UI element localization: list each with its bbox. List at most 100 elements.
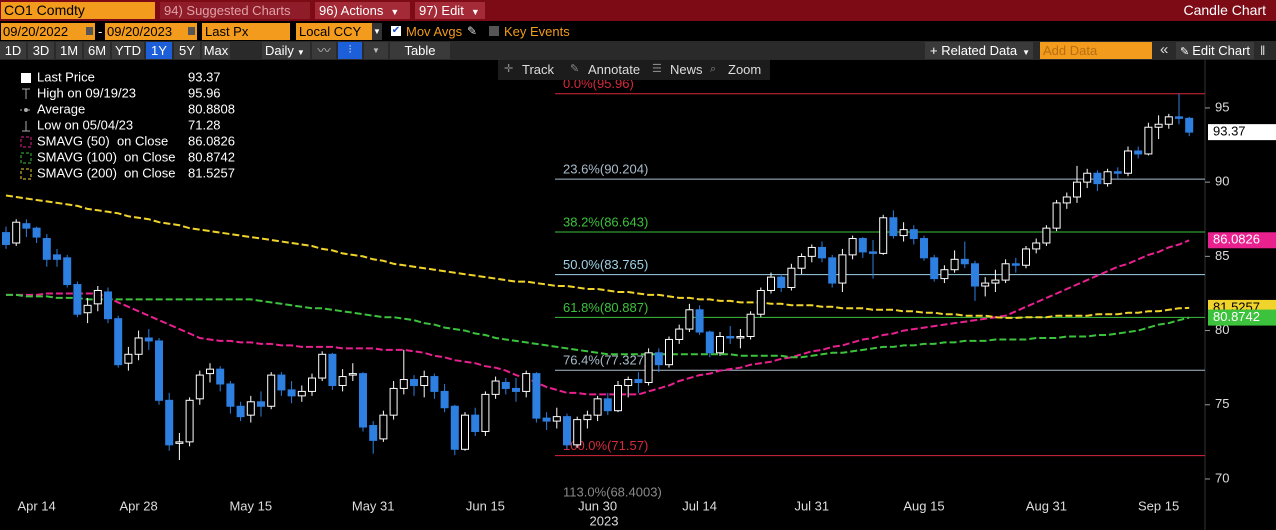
currency-select[interactable]: Local CCY ▼ [296, 23, 382, 40]
candle-body [1001, 263, 1010, 281]
actions-menu[interactable]: 96) Actions ▼ [315, 2, 410, 19]
table-button[interactable]: Table [390, 42, 450, 59]
x-tick-label: Jun 30 [578, 498, 617, 513]
candle-body [359, 373, 367, 428]
input-text: Local CCY [299, 24, 362, 39]
toolbar-icon[interactable]: ✛ [504, 63, 514, 75]
pencil-icon[interactable]: ✎ [467, 24, 478, 38]
period-button[interactable]: Max [202, 42, 230, 59]
toolbar-icon[interactable]: ⌕ [710, 63, 717, 75]
candle-body [1124, 150, 1132, 174]
period-button[interactable]: 3D [28, 42, 54, 59]
calendar-icon [188, 27, 195, 35]
candle-body [1011, 263, 1020, 266]
candle-body [675, 328, 684, 340]
toolbar-button[interactable]: Annotate [588, 62, 641, 77]
candle-body [216, 368, 225, 385]
date-separator: - [98, 24, 103, 39]
period-button[interactable]: YTD [112, 42, 144, 59]
legend-label: Low on 05/04/23 [37, 117, 133, 132]
fib-label: 61.8%(80.887) [563, 300, 648, 315]
candle-body [277, 374, 286, 391]
candle-body [522, 373, 531, 392]
legend-label: High on 09/19/23 [37, 85, 136, 100]
candle-body [165, 399, 174, 446]
field-input[interactable]: Last Px [202, 23, 290, 40]
candle-body [909, 229, 918, 240]
value-tag [1208, 309, 1276, 326]
calendar-icon [86, 27, 93, 35]
candle-body [583, 414, 592, 421]
add-data-input[interactable]: Add Data [1040, 42, 1152, 59]
period-button[interactable]: 1D [0, 42, 26, 59]
x-tick-label: Sep 15 [1138, 498, 1179, 513]
period-button[interactable]: 6M [84, 42, 110, 59]
legend: Last Price 93.37 High on 09/19/23 95.96 Aver… [4, 67, 242, 187]
toolbar-icon[interactable]: ✎ [570, 63, 580, 75]
candle-body [624, 379, 633, 386]
y-tick-label: 95 [1215, 99, 1229, 114]
candle-body [1032, 242, 1041, 250]
button-label: 94) Suggested Charts [164, 3, 291, 18]
x-tick-label: Aug 31 [1026, 498, 1067, 513]
period-button[interactable]: 1M [56, 42, 82, 59]
candle-body [614, 384, 622, 412]
candle-body [1062, 196, 1071, 204]
legend-label: Average [37, 101, 85, 116]
legend-label: SMAVG (200) on Close [37, 165, 175, 180]
candle-body [379, 414, 388, 440]
candle-body [1134, 150, 1143, 155]
mov-avgs-checkbox[interactable]: ✔ [391, 25, 401, 36]
x-year-label: 2023 [590, 513, 619, 528]
legend-icon [20, 152, 32, 164]
legend-value: 71.28 [188, 117, 221, 132]
candle-body [2, 232, 10, 245]
candle-body [542, 417, 551, 422]
candle-body [175, 441, 184, 444]
x-tick-label: Jun 15 [466, 498, 505, 513]
candle-body [756, 289, 765, 315]
key-events-checkbox[interactable] [489, 26, 499, 36]
candle-body [889, 217, 898, 237]
period-button[interactable]: 1Y [146, 42, 172, 59]
candle-body [440, 390, 449, 409]
button-label: Edit Chart [1192, 43, 1251, 58]
line-chart-icon[interactable]: 〰 [312, 42, 336, 59]
toolbar-icon[interactable]: ☰ [652, 63, 662, 75]
candle-body [869, 251, 877, 254]
fib-label: 113.0%(68.4003) [563, 484, 662, 499]
candle-body [1154, 123, 1163, 128]
collapse-icon[interactable]: « [1160, 41, 1169, 58]
legend-icon [20, 168, 32, 180]
edit-menu[interactable]: 97) Edit ▼ [415, 2, 485, 19]
chart-type-dropdown[interactable]: ▼ [364, 42, 388, 59]
frequency-select[interactable]: Daily ▼ [262, 42, 310, 59]
candle-body [430, 376, 439, 392]
suggested-charts-button[interactable]: 94) Suggested Charts [160, 2, 310, 19]
edit-chart-button[interactable]: ✎ Edit Chart [1176, 42, 1254, 59]
related-data-menu[interactable]: + Related Data ▼ [925, 42, 1033, 59]
y-tick-label: 85 [1215, 248, 1229, 263]
candle-body [369, 425, 378, 441]
candle-body [134, 337, 143, 355]
value-tag-label: 80.8742 [1213, 309, 1260, 324]
end-date-input[interactable]: 09/20/2023 [105, 23, 197, 40]
y-tick-label: 90 [1215, 174, 1229, 189]
toolbar-button[interactable]: Zoom [728, 62, 762, 77]
toolbar-button[interactable]: Track [522, 62, 555, 77]
candle-body [960, 258, 969, 265]
value-tag-label: 86.0826 [1213, 232, 1260, 247]
candle-body [787, 267, 796, 289]
period-button[interactable]: 5Y [174, 42, 200, 59]
ticker-input[interactable]: CO1 Comdty [1, 2, 155, 19]
start-date-input[interactable]: 09/20/2022 [1, 23, 95, 40]
moving-average-line [6, 293, 1190, 359]
dropdown-arrow: ▼ [296, 48, 305, 57]
candle-body [1093, 172, 1102, 185]
toolbar-button[interactable]: News [670, 62, 703, 77]
candle-body [644, 352, 653, 384]
pause-icon[interactable]: ‖ [1260, 43, 1266, 58]
candle-chart-icon[interactable]: ⫶ [338, 42, 362, 59]
candle-body [287, 389, 296, 397]
